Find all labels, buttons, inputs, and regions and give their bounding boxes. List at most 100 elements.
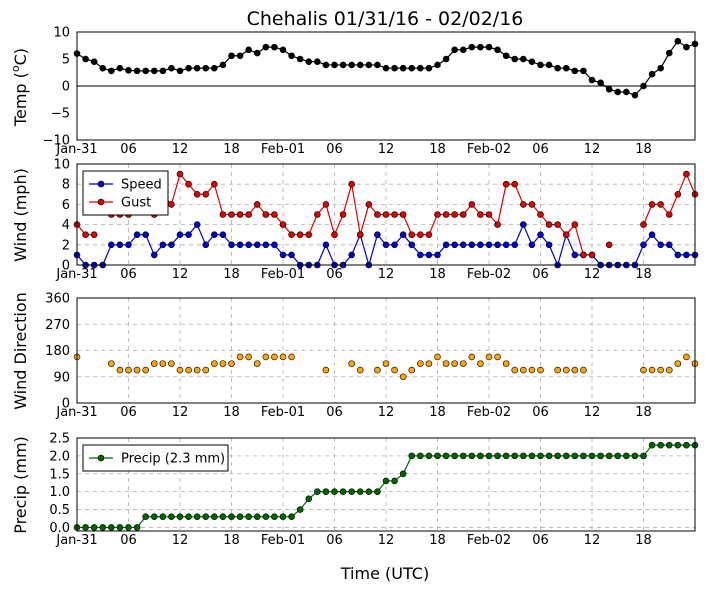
wind-speed-speed-point <box>116 241 124 249</box>
wind-speed-speed-point <box>193 221 201 228</box>
wind-speed-xtick-label: 12 <box>584 267 601 282</box>
wind-speed-gust-point <box>494 221 501 228</box>
temperature-xtick-label: 06 <box>532 142 549 157</box>
temperature-series-point <box>168 64 175 72</box>
temperature-series-point <box>511 55 519 63</box>
wind-direction-series-point <box>683 353 690 361</box>
precip-precip-2-3-mm-point <box>580 452 587 460</box>
wind-speed-speed-point <box>262 241 270 249</box>
wind-direction-series-point <box>150 360 158 367</box>
precip-precip-2-3-mm-point <box>262 513 270 520</box>
precip-precip-2-3-mm-point <box>562 452 570 460</box>
wind-speed-gust-point <box>588 251 596 259</box>
precip-xtick-label: Feb-02 <box>467 533 511 548</box>
wind-speed-legend-box <box>82 170 169 216</box>
wind-speed-legend-speed-swatch-marker <box>97 180 105 188</box>
wind-speed-gust-point <box>425 231 433 238</box>
wind-direction-series-point <box>142 366 149 374</box>
precip-precip-2-3-mm-point <box>640 452 647 460</box>
temperature-xtick-label: 06 <box>326 142 343 157</box>
precip-precip-2-3-mm-point <box>605 452 613 460</box>
wind-speed-gust-point <box>605 241 613 249</box>
wind-direction-series-point <box>580 366 587 374</box>
temperature-series-point <box>477 43 484 51</box>
temperature-xtick-label: 18 <box>429 142 446 157</box>
precip-precip-2-3-mm-point <box>348 488 355 495</box>
temperature-series-point <box>623 88 630 96</box>
wind-speed-speed-point <box>108 241 115 249</box>
wind-speed-speed-point <box>228 241 235 249</box>
precip-precip-2-3-mm-point <box>683 441 690 449</box>
precip-precip-2-3-mm-point <box>168 513 175 520</box>
wind-speed-speed-point <box>425 251 433 259</box>
temperature-series-point <box>356 61 364 69</box>
precip-precip-2-3-mm-point <box>494 452 501 460</box>
wind-direction-ytick-label: 0 <box>62 397 70 412</box>
temperature-ytick-label: 10 <box>53 26 70 41</box>
temperature-series-point <box>150 67 158 75</box>
precip-ytick-label: 0.5 <box>49 503 70 518</box>
temperature-series-point <box>159 67 167 75</box>
wind-direction-series-point <box>382 360 390 367</box>
precip-precip-2-3-mm-point <box>459 452 467 460</box>
wind-direction-series-point <box>236 353 244 361</box>
precip-xtick-label: 18 <box>223 533 240 548</box>
wind-direction-series-point <box>657 366 664 374</box>
wind-speed-speed-point <box>442 241 450 249</box>
wind-direction-xtick-label: Jan-31 <box>55 405 97 420</box>
precip-precip-2-3-mm-point <box>288 513 295 520</box>
temperature-series-point <box>683 43 690 51</box>
temperature-series-point <box>588 76 596 84</box>
wind-speed-gust-point <box>417 231 424 238</box>
wind-direction-series-point <box>485 353 493 361</box>
wind-speed-gust-point <box>545 221 553 228</box>
temperature-series-point <box>434 61 441 69</box>
precip-xtick-label: 06 <box>326 533 343 548</box>
wind-speed-gust-point <box>511 180 519 188</box>
temperature-series-point <box>494 46 501 54</box>
precip-legend-precip-2-3-mm-label: Precip (2.3 mm) <box>121 452 225 467</box>
wind-direction-series-point <box>399 373 407 381</box>
wind-speed-gust-point <box>176 170 184 178</box>
temperature-xtick-label: 18 <box>635 142 652 157</box>
temperature-series-point <box>176 67 184 75</box>
temperature-series-point <box>133 67 141 75</box>
wind-speed-gust-point <box>314 211 321 218</box>
wind-direction-series-point <box>554 366 561 374</box>
precip-precip-2-3-mm-point <box>374 488 381 495</box>
temperature-xtick-label: Feb-01 <box>261 142 305 157</box>
temperature-series-point <box>193 64 201 72</box>
temperature-xtick-label: 06 <box>120 142 137 157</box>
wind-speed-gust-point <box>502 180 510 188</box>
wind-speed-ytick-label: 2 <box>62 238 70 253</box>
temperature-series-point <box>322 61 330 69</box>
wind-direction-series-point <box>168 360 175 367</box>
temperature-ylabel: Temp (oC) <box>9 48 30 127</box>
wind-speed-gust-point <box>331 231 338 238</box>
temperature-series-point <box>545 61 553 69</box>
temperature-ytick-label: −5 <box>51 107 70 122</box>
temperature-series-point <box>331 61 338 69</box>
wind-direction-series-point <box>245 353 252 361</box>
temperature-series-point <box>640 82 647 90</box>
wind-direction-series-point <box>511 366 519 374</box>
wind-speed-speed-point <box>271 241 278 249</box>
temperature-series-point <box>279 46 287 54</box>
temperature-series-point <box>537 61 544 69</box>
temperature-series-point <box>348 61 355 69</box>
wind-speed-gust-point <box>374 211 381 218</box>
wind-direction-xtick-label: 06 <box>326 405 343 420</box>
precip-precip-2-3-mm-point <box>202 513 210 520</box>
precip-precip-2-3-mm-point <box>477 452 484 460</box>
temperature-series-point <box>648 70 656 78</box>
wind-direction-series-point <box>640 366 647 374</box>
temperature-series-point <box>211 64 218 72</box>
temperature-series-point <box>562 64 570 72</box>
wind-direction-xtick-label: Feb-01 <box>261 405 305 420</box>
temperature-series-point <box>571 67 579 75</box>
wind-direction-series-point <box>665 366 673 374</box>
temperature-xtick-label: 12 <box>584 142 601 157</box>
temperature-series-point <box>674 37 682 45</box>
wind-direction-xtick-label: 06 <box>532 405 549 420</box>
precip-precip-2-3-mm-point <box>116 524 124 531</box>
